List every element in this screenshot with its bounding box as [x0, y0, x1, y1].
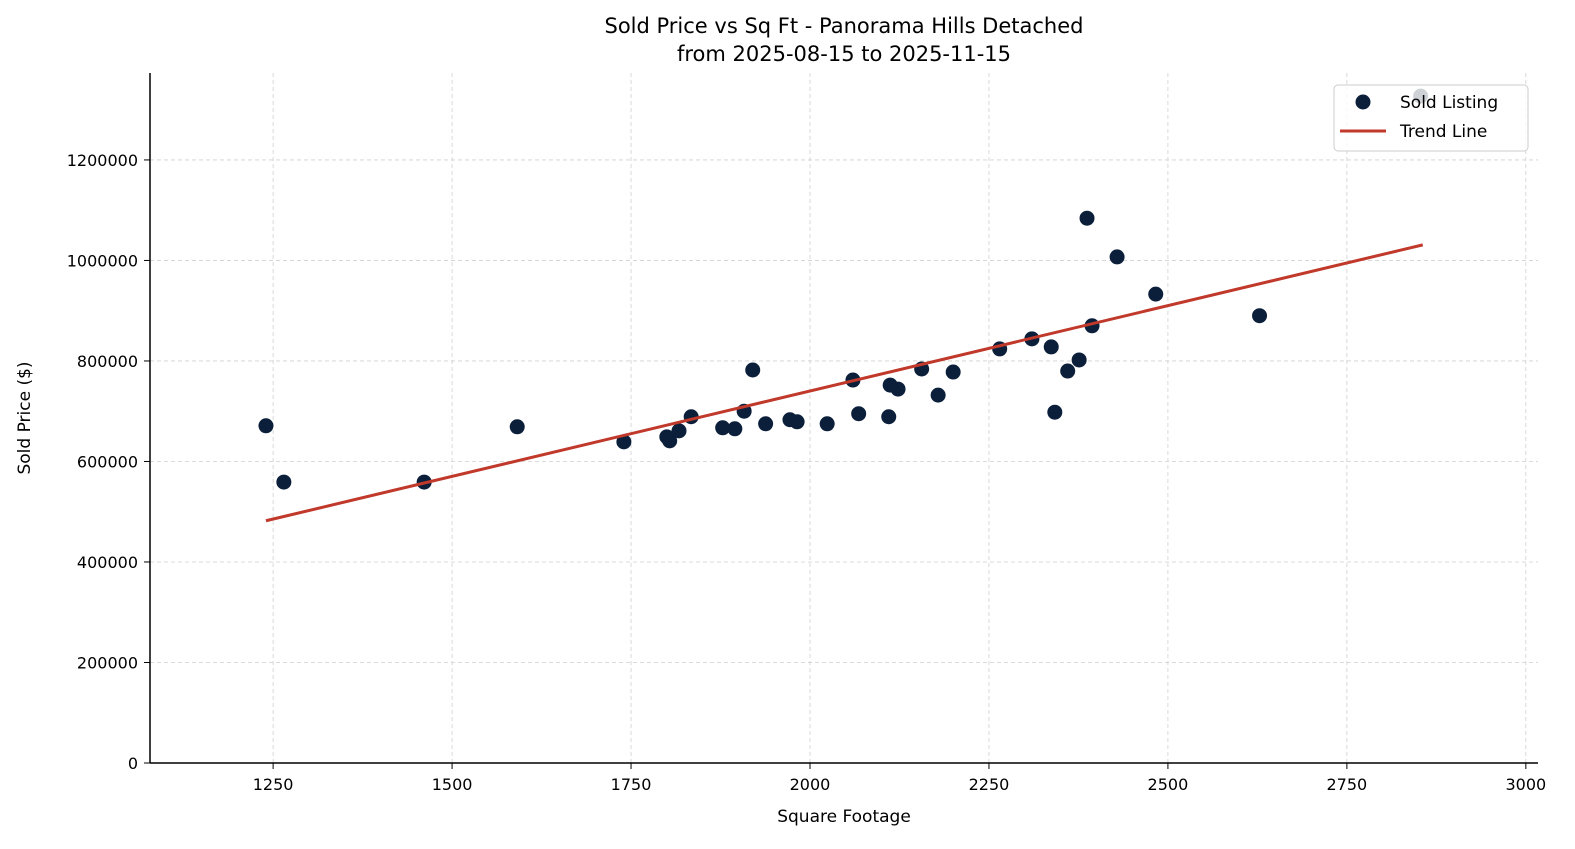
legend: Sold Listing Trend Line: [1333, 84, 1529, 152]
y-tick-label: 200000: [77, 653, 138, 672]
chart-title: Sold Price vs Sq Ft - Panorama Hills Det…: [604, 14, 1083, 38]
data-point: [671, 423, 687, 439]
trend-line: [265, 243, 1424, 523]
data-point: [1148, 286, 1164, 302]
x-tick-label: 2500: [1148, 775, 1189, 794]
y-tick-label: 1200000: [67, 151, 138, 170]
x-axis-label: Square Footage: [777, 807, 911, 827]
x-tick-label: 2250: [969, 775, 1010, 794]
legend-label-trend-line: Trend Line: [1399, 122, 1487, 142]
data-point: [1043, 339, 1059, 355]
legend-marker-sold-listing: [1355, 94, 1371, 110]
x-tick-label: 2000: [790, 775, 831, 794]
y-tick-label: 0: [128, 754, 138, 773]
data-point: [851, 406, 867, 422]
data-point: [930, 387, 946, 403]
data-point: [758, 416, 774, 432]
data-point: [509, 419, 525, 435]
data-point: [715, 420, 731, 436]
y-tick-label: 1000000: [67, 251, 138, 270]
data-point: [276, 474, 292, 490]
x-tick-label: 1750: [611, 775, 652, 794]
data-point: [1071, 352, 1087, 368]
y-tick-label: 600000: [77, 452, 138, 471]
legend-label-sold-listing: Sold Listing: [1400, 93, 1498, 113]
data-point: [1109, 249, 1125, 265]
data-point: [1047, 404, 1063, 420]
x-tick-label: 1250: [253, 775, 294, 794]
x-tick-label: 2750: [1327, 775, 1368, 794]
data-point: [890, 381, 906, 397]
chart-subtitle: from 2025-08-15 to 2025-11-15: [677, 42, 1011, 66]
data-point: [258, 418, 274, 434]
data-point: [1060, 363, 1076, 379]
data-point: [819, 416, 835, 432]
y-axis-label: Sold Price ($): [15, 361, 35, 474]
data-point: [745, 362, 761, 378]
x-tick-label: 3000: [1505, 775, 1546, 794]
data-point: [727, 421, 743, 437]
y-tick-label: 800000: [77, 352, 138, 371]
x-tick-label: 1500: [432, 775, 473, 794]
data-point: [1252, 308, 1268, 324]
data-point: [1079, 210, 1095, 226]
y-tick-label: 400000: [77, 553, 138, 572]
data-point: [789, 414, 805, 430]
data-point: [881, 409, 897, 425]
data-point: [616, 434, 632, 450]
data-point: [662, 433, 678, 449]
data-point: [945, 364, 961, 380]
